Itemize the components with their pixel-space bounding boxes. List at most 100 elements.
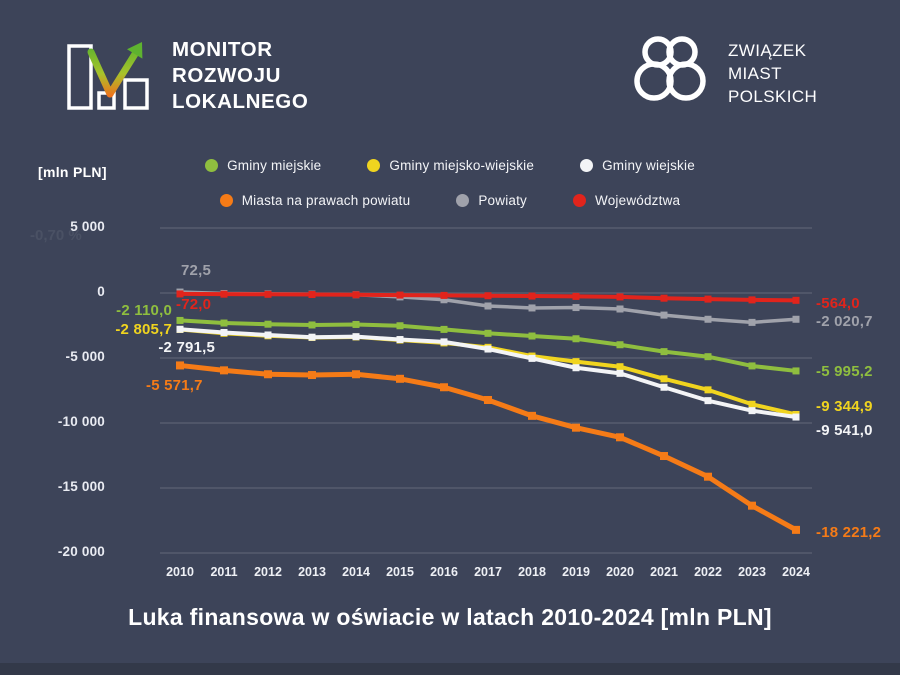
series-marker	[220, 319, 228, 327]
ghost-watermark-text: -0,70 %	[30, 227, 82, 244]
series-marker	[616, 305, 624, 313]
series-marker	[528, 352, 536, 360]
mrl-arrow-logo-icon	[67, 42, 149, 110]
series-marker	[176, 361, 184, 370]
series-line	[178, 290, 798, 325]
legend-item-gminy-miejsko-wiejskie: Gminy miejsko-wiejskie	[367, 158, 534, 173]
series-marker	[528, 411, 536, 420]
mrl-logo-line: LOKALNEGO	[172, 90, 309, 113]
x-tick-label: 2016	[430, 565, 458, 579]
x-tick-label: 2017	[474, 565, 502, 579]
value-label-miasta-2024: -18 221,2	[816, 524, 882, 541]
legend-label: Miasta na prawach powiatu	[241, 193, 411, 208]
x-tick-label: 2024	[782, 565, 810, 579]
series-marker	[484, 345, 492, 353]
series-marker	[264, 370, 272, 379]
value-label-powiaty-2024: -2 020,7	[816, 313, 873, 330]
legend-dot-red-icon	[573, 194, 586, 207]
y-tick-label: -5 000	[65, 349, 105, 364]
series-marker	[396, 374, 404, 383]
x-tick-label: 2020	[606, 565, 634, 579]
series-marker	[572, 423, 580, 432]
series-marker	[616, 363, 624, 371]
legend-item-wojewodztwa: Województwa	[573, 193, 680, 208]
value-label-miasta-2010: -5 571,7	[146, 377, 203, 394]
y-axis-unit-label: [mln PLN]	[38, 164, 107, 180]
chart-title: Luka finansowa w oświacie w latach 2010-…	[128, 604, 772, 630]
series-marker	[440, 325, 448, 333]
series-marker	[748, 501, 756, 510]
x-tick-label: 2014	[342, 565, 370, 579]
legend-label: Powiaty	[478, 193, 527, 208]
series-marker	[704, 315, 712, 323]
series-marker	[308, 321, 316, 329]
legend-item-powiaty: Powiaty	[456, 193, 527, 208]
series-marker	[220, 329, 228, 337]
legend-label: Gminy miejskie	[227, 158, 322, 173]
series-marker	[220, 329, 228, 337]
x-tick-label: 2021	[650, 565, 678, 579]
zmp-logo-line: MIAST	[728, 63, 782, 83]
series-marker	[264, 290, 272, 298]
series-marker	[484, 329, 492, 337]
series-marker	[484, 302, 492, 310]
series-marker	[352, 370, 360, 379]
series-marker	[176, 325, 184, 333]
series-marker	[352, 291, 360, 299]
value-label-wojewodztwa-2010: -72,0	[176, 296, 212, 313]
y-tick-label: -10 000	[57, 414, 105, 429]
legend-item-miasta-na-prawach-powiatu: Miasta na prawach powiatu	[219, 193, 411, 208]
series-marker	[396, 322, 404, 330]
zmp-logo-line: ZWIĄZEK	[728, 40, 807, 60]
series-marker	[660, 383, 668, 391]
series-marker	[572, 292, 580, 300]
series-marker	[748, 296, 756, 304]
series-marker	[616, 433, 624, 442]
series-marker	[616, 369, 624, 377]
x-tick-label: 2023	[738, 565, 766, 579]
value-label-wojewodztwa-2024: -564,0	[816, 295, 860, 312]
series-marker	[704, 472, 712, 481]
series-line	[178, 291, 798, 303]
series-marker	[572, 364, 580, 372]
series-marker	[264, 290, 272, 298]
series-marker	[220, 290, 228, 298]
y-tick-label: -20 000	[57, 544, 105, 559]
legend-label: Gminy miejsko-wiejskie	[389, 158, 535, 173]
series-marker	[396, 336, 404, 344]
series-marker	[748, 318, 756, 326]
legend-dot-green-icon	[205, 159, 219, 172]
zmp-logo-text: ZWIĄZEK MIAST POLSKICH	[728, 39, 817, 108]
value-label-gminy-miejsko-wiejskie-2024: -9 344,9	[816, 398, 873, 415]
bottom-strip	[0, 663, 900, 675]
series-marker	[660, 348, 668, 356]
series-marker	[792, 410, 800, 418]
series-marker	[748, 407, 756, 415]
y-tick-label: 0	[97, 284, 105, 299]
series-marker	[396, 291, 404, 299]
mrl-logo-text: MONITOR ROZWOJU LOKALNEGO	[172, 37, 308, 115]
series-marker	[440, 296, 448, 304]
series-marker	[308, 290, 316, 298]
series-line	[178, 318, 798, 373]
x-tick-label: 2013	[298, 565, 326, 579]
legend-row-2: Miasta na prawach powiatu Powiaty Wojewó…	[0, 193, 900, 208]
legend-dot-orange-icon	[219, 194, 233, 207]
value-label-gminy-miejskie-2024: -5 995,2	[816, 363, 873, 380]
value-label-gminy-miejskie-2010: -2 110,0	[116, 302, 172, 319]
series-marker	[704, 397, 712, 405]
series-marker	[176, 316, 184, 324]
y-tick-label: -15 000	[57, 479, 105, 494]
legend-dot-white-icon	[580, 159, 594, 172]
series-marker	[704, 353, 712, 361]
legend-label: Województwa	[595, 193, 681, 208]
series-marker	[484, 343, 492, 351]
series-marker	[176, 325, 184, 333]
zmp-knot-logo-icon	[634, 36, 706, 101]
series-marker	[528, 292, 536, 300]
series-marker	[792, 315, 800, 323]
series-marker	[704, 386, 712, 394]
x-tick-label: 2019	[562, 565, 590, 579]
series-marker	[792, 367, 800, 375]
